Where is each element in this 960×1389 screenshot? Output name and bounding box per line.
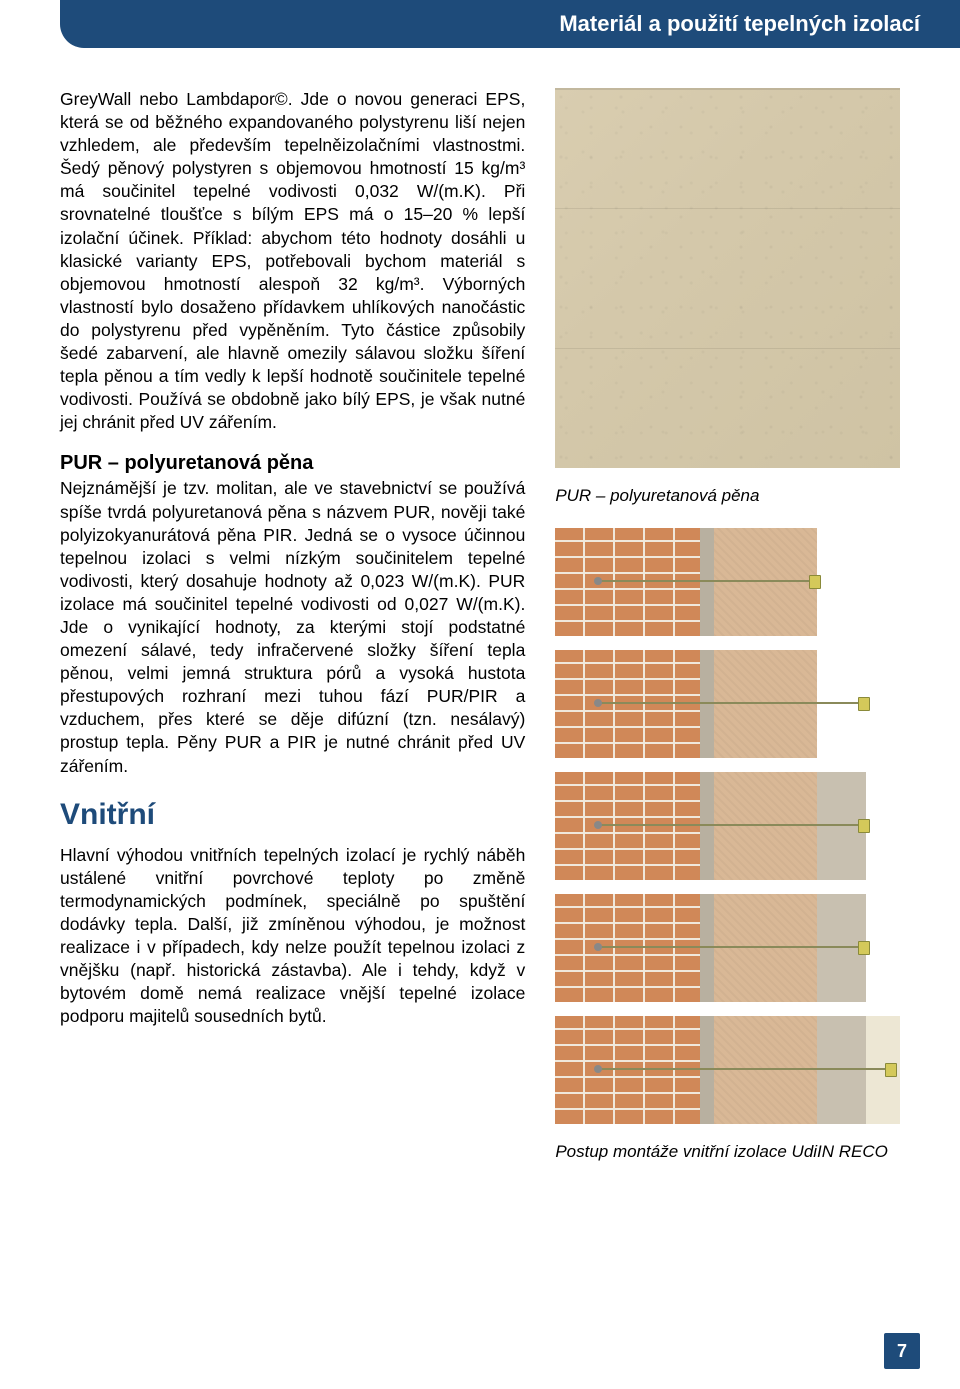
header-title: Materiál a použití tepelných izolací bbox=[559, 11, 920, 37]
left-column: GreyWall nebo Lambdapor©. Jde o novou ge… bbox=[60, 88, 525, 1170]
caption-wall: Postup montáže vnitřní izolace UdiIN REC… bbox=[555, 1142, 900, 1162]
paragraph-greywall: GreyWall nebo Lambdapor©. Jde o novou ge… bbox=[60, 88, 525, 434]
header-bar: Materiál a použití tepelných izolací bbox=[60, 0, 960, 48]
content-area: GreyWall nebo Lambdapor©. Jde o novou ge… bbox=[0, 48, 960, 1170]
wall-step-3 bbox=[555, 772, 900, 880]
caption-foam: PUR – polyuretanová pěna bbox=[555, 486, 900, 506]
heading-pur: PUR – polyuretanová pěna bbox=[60, 452, 525, 475]
paragraph-pur: Nejznámější je tzv. molitan, ale ve stav… bbox=[60, 477, 525, 777]
heading-vnitrni: Vnitřní bbox=[60, 798, 525, 832]
page: Materiál a použití tepelných izolací Gre… bbox=[0, 0, 960, 1389]
wall-step-1 bbox=[555, 528, 900, 636]
wall-step-5 bbox=[555, 1016, 900, 1124]
right-column: PUR – polyuretanová pěna bbox=[555, 88, 900, 1170]
wall-step-2 bbox=[555, 650, 900, 758]
page-number: 7 bbox=[884, 1333, 920, 1369]
wall-step-4 bbox=[555, 894, 900, 1002]
paragraph-vnitrni: Hlavní výhodou vnitřních tepelných izola… bbox=[60, 844, 525, 1029]
foam-photo bbox=[555, 88, 900, 468]
